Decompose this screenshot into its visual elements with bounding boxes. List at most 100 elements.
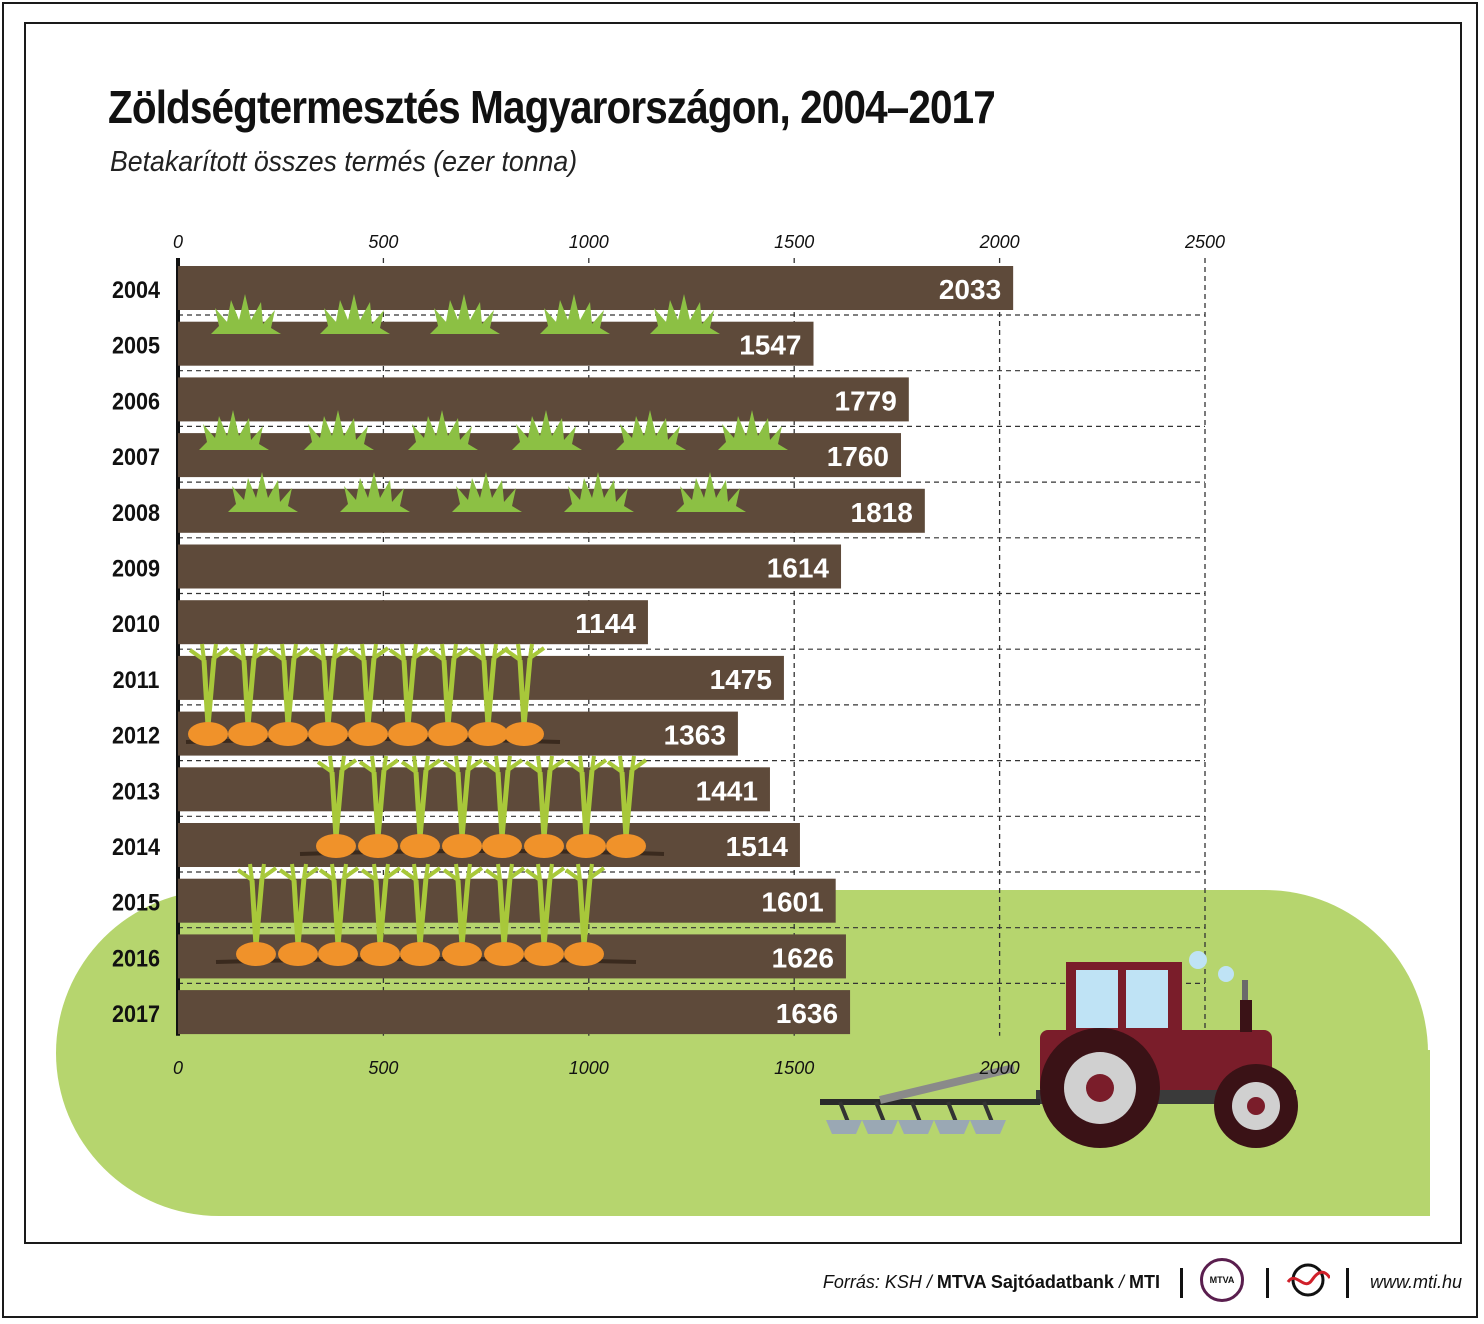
grass-tuft-icon (452, 472, 522, 512)
bar (178, 377, 909, 422)
grass-tuft-icon (304, 410, 374, 450)
carrot-icon (360, 863, 402, 966)
carrot-icon (524, 755, 566, 858)
y-tick-label: 2011 (113, 666, 160, 693)
grass-tuft-icon (676, 472, 746, 512)
y-tick-label: 2017 (112, 1000, 160, 1027)
y-tick-label: 2016 (112, 944, 160, 971)
chart-subtitle: Betakarított összes termés (ezer tonna) (110, 146, 578, 178)
data-label: 1514 (726, 831, 789, 862)
carrot-icon (484, 863, 526, 966)
source-separator: / (1118, 1272, 1124, 1292)
x-tick-label-bottom: 1500 (774, 1058, 814, 1078)
y-tick-label: 2006 (112, 387, 160, 414)
x-tick-label-bottom: 500 (368, 1058, 398, 1078)
data-label: 1760 (827, 441, 889, 472)
data-label: 1636 (776, 998, 838, 1029)
footer: Forrás: KSH / MTVA Sajtóadatbank / MTI M… (0, 1256, 1484, 1316)
data-label: 1144 (575, 608, 636, 639)
carrot-icon (400, 755, 442, 858)
y-tick-label: 2005 (112, 332, 160, 359)
mti-logo-icon (1286, 1263, 1330, 1297)
y-tick-label: 2009 (112, 554, 160, 581)
y-tick-label: 2014 (112, 833, 160, 860)
grass-tuft-icon (512, 410, 582, 450)
carrot-icon (236, 863, 278, 966)
y-tick-label: 2012 (112, 722, 160, 749)
carrot-icon (228, 643, 270, 746)
tractor-icon (1036, 951, 1298, 1148)
mtva-logo: MTVA (1200, 1258, 1244, 1302)
bar (178, 990, 851, 1035)
carrot-icon (348, 643, 390, 746)
data-label: 1601 (761, 887, 823, 918)
data-label: 1626 (772, 942, 834, 973)
carrot-icon (358, 755, 400, 858)
footer-divider (1346, 1268, 1349, 1298)
carrot-icon (308, 643, 350, 746)
carrot-icon (316, 755, 358, 858)
grass-tuft-icon (430, 294, 500, 334)
footer-divider (1266, 1268, 1269, 1298)
source-text: Forrás: KSH / MTVA Sajtóadatbank / MTI (823, 1272, 1160, 1293)
data-label: 1363 (664, 720, 726, 751)
grass-tuft-icon (650, 294, 720, 334)
grass-tuft-icon (540, 294, 610, 334)
grass-tuft-icon (408, 410, 478, 450)
carrot-icon (564, 863, 606, 966)
grass-tuft-icon (228, 472, 298, 512)
y-tick-label: 2013 (112, 777, 160, 804)
carrot-icon (268, 643, 310, 746)
bar (178, 767, 770, 812)
carrot-icon (482, 755, 524, 858)
grass-tuft-icon (616, 410, 686, 450)
carrot-icon (428, 643, 470, 746)
y-tick-label: 2015 (112, 889, 160, 916)
plough-icon (820, 1064, 1040, 1134)
x-tick-label-bottom: 0 (173, 1058, 183, 1078)
bar (178, 544, 842, 589)
x-tick-label-bottom: 1000 (569, 1058, 609, 1078)
carrot-icon (566, 755, 608, 858)
grass-tuft-icon (320, 294, 390, 334)
source-mti: MTI (1129, 1272, 1160, 1292)
carrot-icon (504, 643, 546, 746)
grass-tuft-icon (340, 472, 410, 512)
chart-title: Zöldségtermesztés Magyarországon, 2004–2… (108, 81, 996, 133)
x-tick-label-top: 0 (173, 232, 183, 252)
data-label: 1614 (767, 553, 830, 584)
x-tick-label-top: 2000 (979, 232, 1020, 252)
grass-tuft-icon (718, 410, 788, 450)
data-label: 2033 (939, 274, 1001, 305)
bar (178, 321, 814, 366)
data-label: 1779 (835, 385, 897, 416)
carrot-icon (318, 863, 360, 966)
grass-tuft-icon (564, 472, 634, 512)
bar (178, 488, 925, 533)
grass-tuft-icon (211, 294, 281, 334)
data-label: 1475 (710, 664, 772, 695)
carrot-icon (468, 643, 510, 746)
x-tick-label-top: 1500 (774, 232, 814, 252)
data-label: 1547 (739, 330, 801, 361)
carrot-icon (442, 863, 484, 966)
data-label: 1441 (696, 775, 758, 806)
x-tick-label-top: 1000 (569, 232, 609, 252)
carrot-icon (388, 643, 430, 746)
grass-tuft-icon (199, 410, 269, 450)
website-link[interactable]: www.mti.hu (1370, 1272, 1463, 1292)
y-tick-label: 2008 (112, 499, 160, 526)
carrot-icon (188, 643, 230, 746)
carrot-icon (278, 863, 320, 966)
carrot-icon (606, 755, 648, 858)
bar (178, 266, 1014, 310)
mtva-logo-text: MTVA (1209, 1275, 1235, 1285)
data-label: 1818 (851, 497, 913, 528)
y-tick-label: 2007 (112, 443, 160, 470)
x-tick-label-top: 500 (368, 232, 398, 252)
footer-divider (1180, 1268, 1183, 1298)
x-tick-label-top: 2500 (1184, 232, 1225, 252)
source-prefix: Forrás: KSH / (822, 1272, 932, 1292)
